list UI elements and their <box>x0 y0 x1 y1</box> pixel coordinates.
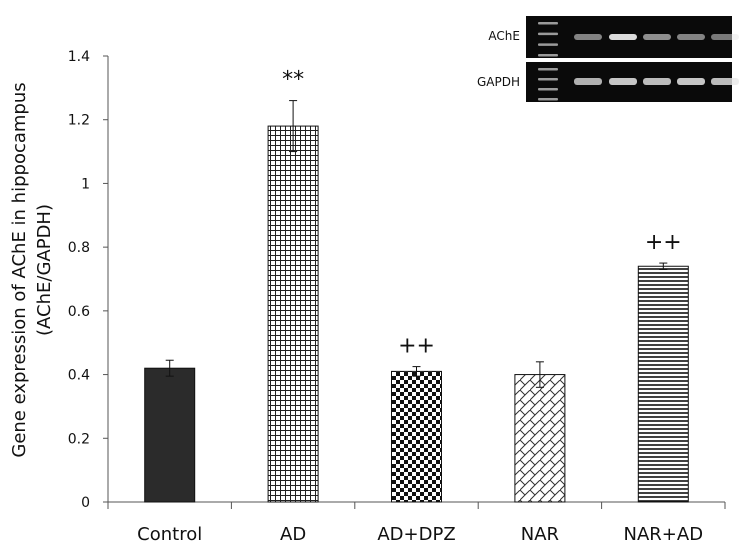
significance-label: ++ <box>398 334 435 359</box>
gel-ladder-band <box>538 54 558 57</box>
gel-band-ache <box>677 34 705 40</box>
gel-band-ache <box>574 34 602 40</box>
gel-band-gapdh <box>574 78 602 85</box>
y-tick-label: 1 <box>81 176 90 192</box>
gel-band-gapdh <box>711 78 739 85</box>
gel-band-ache <box>711 34 739 40</box>
x-tick-label: AD+DPZ <box>377 524 455 545</box>
x-tick-label: NAR+AD <box>624 524 704 545</box>
gel-band-ache <box>609 34 637 40</box>
y-axis-title-line2: (AChE/GAPDH) <box>34 204 55 336</box>
gel-ladder-band <box>538 78 558 81</box>
gel-inset: AChE GAPDH <box>477 16 739 102</box>
bar-ad <box>267 125 319 503</box>
y-tick-label: 1.4 <box>68 49 90 65</box>
y-tick-label: 0.8 <box>68 240 90 256</box>
y-axis-title: Gene expression of AChE in hippocampus (… <box>9 82 55 457</box>
gel-band-gapdh <box>609 78 637 85</box>
gel-ladders <box>538 22 558 101</box>
gel-band-ache <box>643 34 671 40</box>
gel-label-ache: AChE <box>488 29 520 43</box>
gel-ladder-band <box>538 22 558 25</box>
bar-ad-dpz <box>391 370 442 503</box>
gel-bands <box>574 34 739 85</box>
x-tick-label: NAR <box>521 524 559 545</box>
bar-nar-ad <box>637 265 689 503</box>
x-tick-label: AD <box>280 524 306 545</box>
x-tick-label: Control <box>137 524 202 545</box>
y-axis-title-line1: Gene expression of AChE in hippocampus <box>9 82 30 457</box>
gel-label-gapdh: GAPDH <box>477 75 520 89</box>
bar-control <box>144 367 196 503</box>
gel-ladder-band <box>538 43 558 46</box>
y-tick-label: 0.2 <box>68 431 90 447</box>
significance-label: ** <box>282 68 304 93</box>
gel-ladder-band <box>538 88 558 91</box>
gel-band-gapdh <box>677 78 705 85</box>
gel-ladder-band <box>538 68 558 71</box>
y-tick-label: 1.2 <box>68 113 90 129</box>
bars: Control ** AD ++ AD+DPZ NAR ++ NAR+AD <box>137 68 703 545</box>
gel-ladder-band <box>538 98 558 101</box>
bar-nar <box>514 374 566 503</box>
gel-ladder-band <box>538 32 558 36</box>
y-tick-label: 0.4 <box>68 368 90 384</box>
significance-label: ++ <box>645 230 682 255</box>
y-tick-label: 0 <box>81 495 90 511</box>
y-tick-label: 0.6 <box>68 304 90 320</box>
gel-band-gapdh <box>643 78 671 85</box>
axes: 0 0.2 0.4 0.6 0.8 1 1.2 1.4 <box>68 49 726 511</box>
